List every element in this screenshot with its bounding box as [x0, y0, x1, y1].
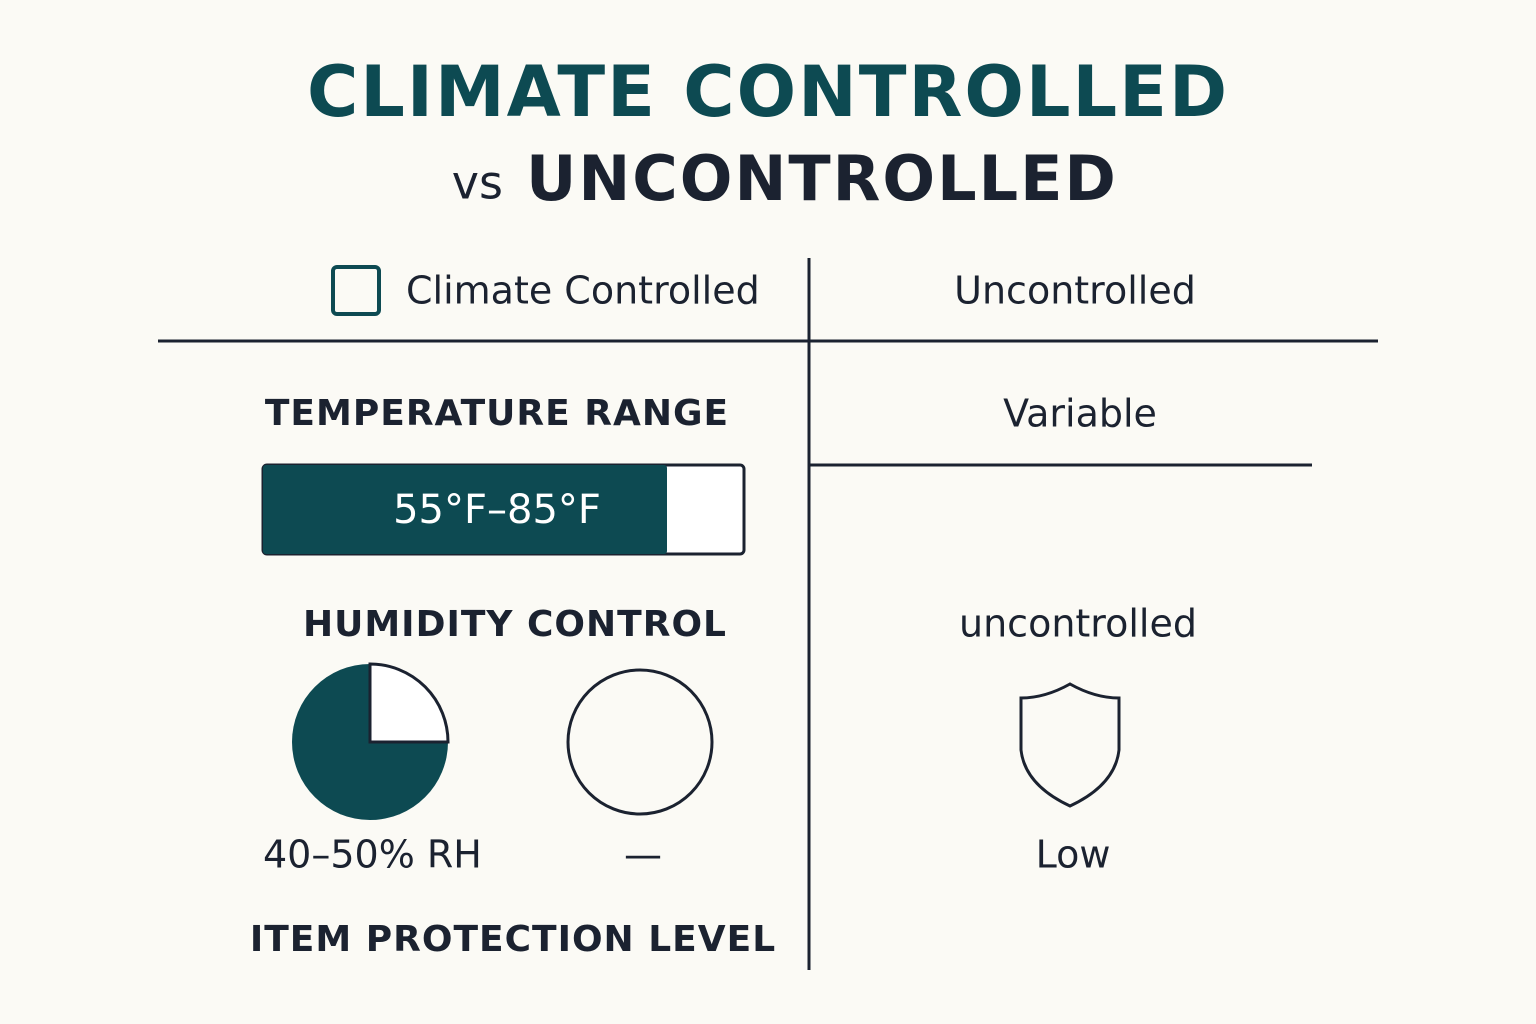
- cell-value: —: [624, 833, 662, 877]
- cell-value: uncontrolled: [959, 602, 1197, 646]
- subtitle: UNCONTROLLED: [526, 142, 1118, 215]
- cell-value: Variable: [1003, 392, 1157, 436]
- pie-icon-slice: [368, 662, 450, 744]
- row-label: TEMPERATURE RANGE: [265, 393, 729, 434]
- cell-value: Low: [1036, 833, 1111, 877]
- row-label: ITEM PROTECTION LEVEL: [250, 919, 776, 960]
- range-bar-fill: [263, 465, 667, 554]
- shield-icon: [1019, 682, 1121, 808]
- cell-value: 55°F–85°F: [393, 487, 601, 533]
- column-header: Climate Controlled: [406, 269, 760, 313]
- checkbox-icon: [331, 265, 381, 316]
- cell-value: 40–50% RH: [263, 833, 482, 877]
- row-label: HUMIDITY CONTROL: [303, 604, 727, 645]
- empty-circle-icon: [566, 668, 714, 816]
- subtitle-prefix: vs: [452, 156, 503, 210]
- title: CLIMATE CONTROLLED: [307, 51, 1229, 133]
- column-header: Uncontrolled: [954, 269, 1196, 313]
